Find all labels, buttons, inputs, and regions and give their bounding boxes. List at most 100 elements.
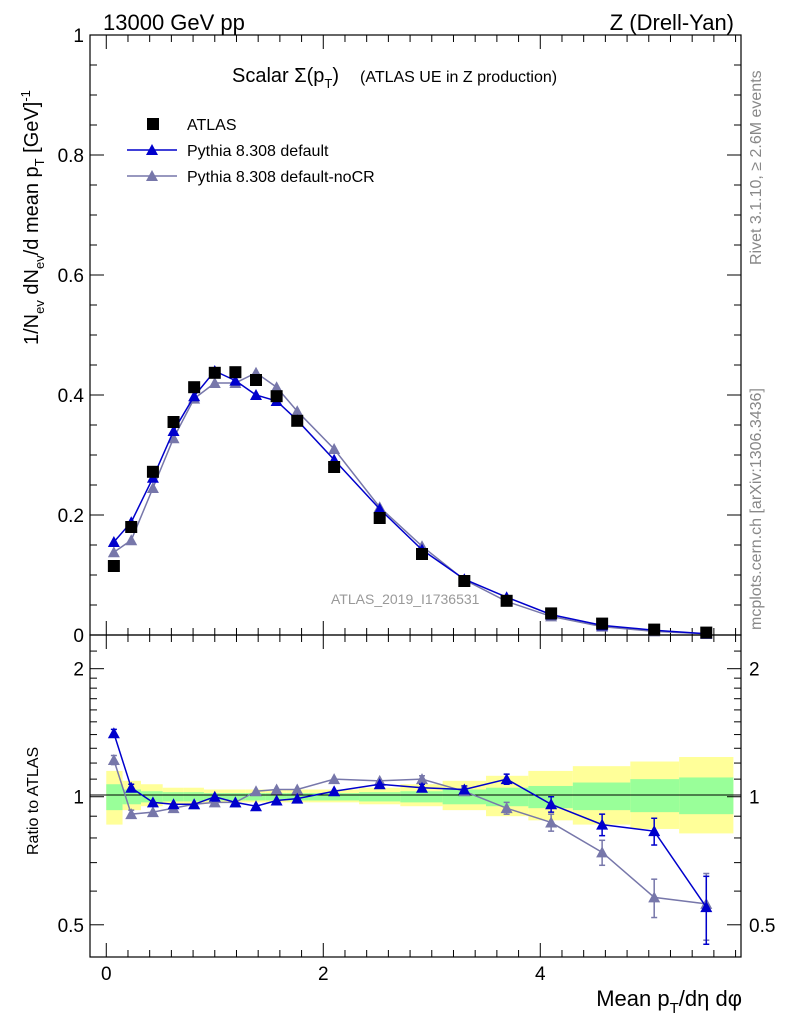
ratio-y-tick-label-right: 1 (749, 788, 760, 809)
ratio-y-tick-label: 1 (73, 788, 84, 809)
ratio-y-axis-label: Ratio to ATLAS (25, 747, 42, 855)
data-series (107, 365, 713, 946)
header-left: 13000 GeV pp (103, 10, 245, 35)
green-band (572, 782, 631, 811)
point-atlas (229, 366, 242, 379)
main-y-tick-label: 1 (73, 26, 84, 47)
point-nocr (146, 482, 159, 493)
point-nocr (107, 546, 120, 558)
point-nocr (270, 381, 283, 393)
point-nocr (208, 377, 221, 388)
x-tick-label: 4 (535, 964, 546, 985)
ratio-point-nocr (250, 785, 263, 797)
point-atlas (328, 461, 341, 473)
point-default (373, 503, 386, 514)
ratio-point-nocr (125, 808, 138, 820)
point-default (188, 390, 201, 402)
ratio-point-nocr (107, 753, 120, 765)
ratio-point-nocr (270, 783, 283, 795)
ratio-point-default (146, 796, 159, 808)
ratio-point-nocr (416, 773, 429, 785)
point-atlas (416, 548, 429, 560)
axis-ticks: 0 0.2 0.4 0.6 0.8 1 0 2 4 0.5 0.5 1 1 2 2 (58, 26, 776, 985)
legend-marker-nocr (146, 170, 158, 181)
point-atlas (648, 623, 661, 636)
point-default (250, 389, 263, 400)
ratio-point-default (458, 783, 471, 795)
ratio-point-default (700, 901, 713, 913)
ratio-point-default (648, 825, 661, 837)
plot-title: Scalar Σ(pT) (232, 65, 339, 91)
ratio-point-default (596, 818, 609, 830)
ratio-point-default (545, 798, 558, 810)
main-y-tick-label: 0.8 (58, 146, 84, 167)
ratio-point-default (416, 781, 429, 793)
analysis-watermark: ATLAS_2019_I1736531 (331, 591, 480, 607)
ratio-point-default (291, 792, 304, 804)
green-band (400, 791, 443, 803)
ratio-y-tick-label: 0.5 (58, 916, 84, 937)
point-default (229, 374, 242, 386)
ratio-frame (89, 634, 742, 958)
green-band (679, 777, 734, 815)
point-default (167, 425, 180, 436)
ratio-point-nocr (146, 806, 159, 818)
point-nocr (125, 534, 138, 546)
green-band (630, 779, 680, 813)
ratio-point-nocr (545, 816, 558, 828)
main-y-tick-label: 0.2 (58, 506, 84, 527)
ratio-point-default (125, 781, 138, 793)
ratio-point-default (373, 778, 386, 790)
point-atlas (700, 626, 713, 639)
ratio-point-default (167, 798, 180, 810)
point-atlas (373, 512, 386, 524)
green-band (245, 793, 266, 801)
green-band (183, 792, 204, 802)
point-atlas (545, 607, 558, 620)
ratio-point-default (107, 727, 120, 739)
ratio-point-default (500, 773, 513, 785)
ratio-point-default (270, 794, 283, 806)
point-atlas (458, 575, 471, 587)
ratio-point-nocr (500, 802, 513, 814)
green-band (140, 791, 163, 803)
x-tick-label: 2 (318, 964, 329, 985)
legend: ATLAS Pythia 8.308 default Pythia 8.308 … (127, 117, 375, 186)
green-band (308, 793, 360, 801)
ratio-point-nocr (648, 891, 661, 903)
point-atlas (250, 374, 263, 386)
point-atlas (208, 366, 221, 379)
ratio-point-default (229, 796, 242, 808)
point-default (107, 536, 120, 547)
main-y-tick-label: 0 (73, 626, 84, 647)
point-nocr (328, 443, 341, 454)
point-atlas (107, 560, 120, 572)
main-y-tick-label: 0.4 (58, 386, 85, 407)
ratio-point-default (208, 790, 221, 802)
x-tick-label: 0 (101, 964, 112, 985)
ratio-point-nocr (328, 773, 341, 785)
ratio-y-tick-label-right: 0.5 (749, 916, 775, 937)
point-atlas (291, 414, 304, 427)
point-atlas (125, 521, 138, 533)
header-right: Z (Drell-Yan) (610, 10, 734, 35)
main-y-tick-label: 0.6 (58, 266, 84, 287)
ratio-point-nocr (291, 783, 304, 795)
legend-label-atlas: ATLAS (187, 117, 237, 134)
rivet-label: Rivet 3.1.10, ≥ 2.6M events (748, 70, 765, 265)
green-band (162, 792, 184, 802)
ratio-point-default (188, 798, 201, 810)
mcplots-label: mcplots.cern.ch [arXiv:1306.3436] (748, 388, 765, 630)
legend-label-nocr: Pythia 8.308 default-noCR (187, 169, 375, 186)
legend-label-default: Pythia 8.308 default (187, 143, 329, 160)
point-atlas (270, 390, 283, 403)
legend-marker-default (146, 144, 158, 155)
main-y-axis-label: 1/Nev dNev/d mean pT [GeV]-1 (18, 90, 47, 345)
green-band (442, 789, 487, 805)
x-axis-label: Mean pT/dη dφ (596, 986, 742, 1017)
ratio-y-tick-label: 2 (73, 660, 84, 681)
point-atlas (188, 381, 201, 394)
green-band (224, 793, 246, 801)
ratio-point-default (328, 785, 341, 797)
green-band (486, 787, 529, 807)
